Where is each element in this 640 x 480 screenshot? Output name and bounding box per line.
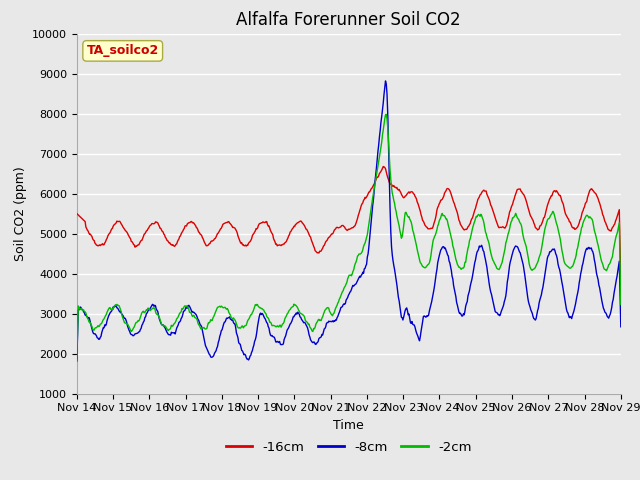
Y-axis label: Soil CO2 (ppm): Soil CO2 (ppm) [13, 166, 26, 261]
Legend: -16cm, -8cm, -2cm: -16cm, -8cm, -2cm [221, 435, 477, 459]
Text: TA_soilco2: TA_soilco2 [86, 44, 159, 58]
Title: Alfalfa Forerunner Soil CO2: Alfalfa Forerunner Soil CO2 [237, 11, 461, 29]
X-axis label: Time: Time [333, 419, 364, 432]
